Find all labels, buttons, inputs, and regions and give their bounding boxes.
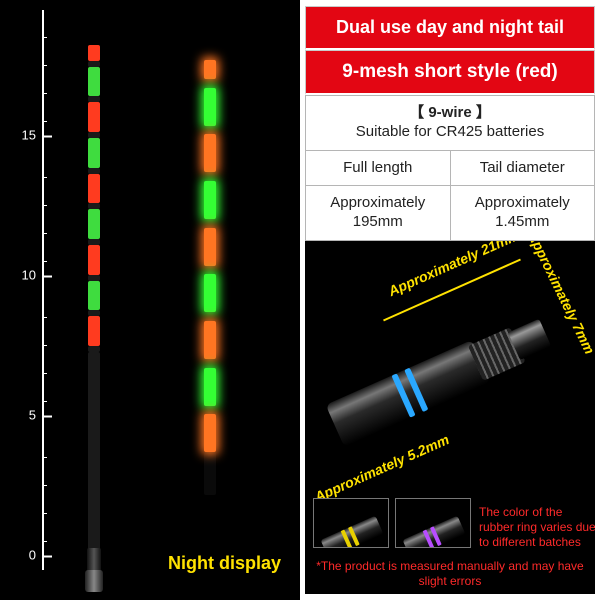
axis-tick: 10 <box>6 268 42 283</box>
axis-minor-tick <box>42 401 47 402</box>
measurement-disclaimer: *The product is measured manually and ma… <box>305 559 595 588</box>
float-segment <box>204 359 216 367</box>
axis-minor-tick <box>42 457 47 458</box>
axis-minor-tick <box>42 121 47 122</box>
float-segment <box>204 368 216 406</box>
float-segment <box>88 45 100 61</box>
ring-color-note: The color of the rubber ring varies due … <box>479 505 595 550</box>
axis-minor-tick <box>42 177 47 178</box>
float-segment <box>204 134 216 172</box>
variant-thumbnails <box>313 498 471 548</box>
float-segment <box>88 102 100 132</box>
float-segment <box>204 172 216 180</box>
float-segment <box>88 67 100 97</box>
float-segment <box>88 168 100 174</box>
float-segment <box>88 61 100 67</box>
float-segment <box>88 281 100 311</box>
spec-wire-bracket: 【 9-wire 】 <box>310 104 590 123</box>
axis-minor-tick <box>42 233 47 234</box>
axis-minor-tick <box>42 261 47 262</box>
spec-wire-row: 【 9-wire 】 Suitable for CR425 batteries <box>306 96 595 151</box>
axis-minor-tick <box>42 317 47 318</box>
float-segment <box>88 352 100 550</box>
float-segment <box>204 414 216 452</box>
float-day <box>88 45 100 550</box>
left-panel: 0 5 10 15 20 Night display <box>0 0 300 600</box>
spec-col-diameter: Tail diameter <box>451 151 596 187</box>
header-title: Dual use day and night tail <box>305 6 595 50</box>
variant-thumb-1 <box>313 498 389 548</box>
float-night <box>204 60 216 495</box>
axis-minor-tick <box>42 93 47 94</box>
night-display-label: Night display <box>168 553 281 574</box>
float-segment <box>204 452 216 494</box>
axis-minor-tick <box>42 373 47 374</box>
axis-tick: 5 <box>6 408 42 423</box>
float-segment <box>88 275 100 281</box>
spec-table: 【 9-wire 】 Suitable for CR425 batteries … <box>305 95 595 241</box>
variant-thumb-2-body <box>403 516 466 548</box>
axis-minor-tick <box>42 513 47 514</box>
connector-body <box>326 340 491 447</box>
right-panel: Dual use day and night tail 9-mesh short… <box>305 6 595 594</box>
float-segment <box>204 181 216 219</box>
axis-tick: 20 <box>6 0 42 3</box>
float-segment <box>88 174 100 204</box>
float-segment <box>204 266 216 274</box>
spec-val-length: Approximately 195mm <box>306 186 451 241</box>
spec-wire-note: Suitable for CR425 batteries <box>310 123 590 142</box>
spec-val-diameter: Approximately 1.45mm <box>451 186 596 241</box>
ruler-axis: 05101520 <box>6 10 50 570</box>
axis-line <box>42 10 44 570</box>
axis-minor-tick <box>42 541 47 542</box>
float-segment <box>88 209 100 239</box>
float-segment <box>88 138 100 168</box>
float-segment <box>204 312 216 320</box>
float-segment <box>204 88 216 126</box>
axis-tick: 0 <box>6 548 42 563</box>
axis-minor-tick <box>42 205 47 206</box>
float-segment <box>204 228 216 266</box>
axis-tick: 15 <box>6 128 42 143</box>
float-segment <box>204 406 216 414</box>
axis-minor-tick <box>42 37 47 38</box>
variant-thumb-1-body <box>321 516 384 548</box>
axis-minor-tick <box>42 345 47 346</box>
float-segment <box>204 274 216 312</box>
float-segment <box>204 219 216 227</box>
spec-col-length: Full length <box>306 151 451 187</box>
float-segment <box>204 321 216 359</box>
infographic-root: 0 5 10 15 20 Night display Dual use day and … <box>0 0 600 600</box>
float-segment <box>88 316 100 346</box>
variant-thumb-2 <box>395 498 471 548</box>
header-subtitle: 9-mesh short style (red) <box>305 50 595 95</box>
connector-diagram: Approximately 21mm Approximately 7mm App… <box>305 241 595 594</box>
float-segment <box>204 60 216 79</box>
axis-minor-tick <box>42 485 47 486</box>
float-day-connector <box>85 548 103 592</box>
float-segment <box>88 245 100 275</box>
axis-minor-tick <box>42 65 47 66</box>
float-segment <box>204 79 216 87</box>
float-segment <box>204 126 216 134</box>
